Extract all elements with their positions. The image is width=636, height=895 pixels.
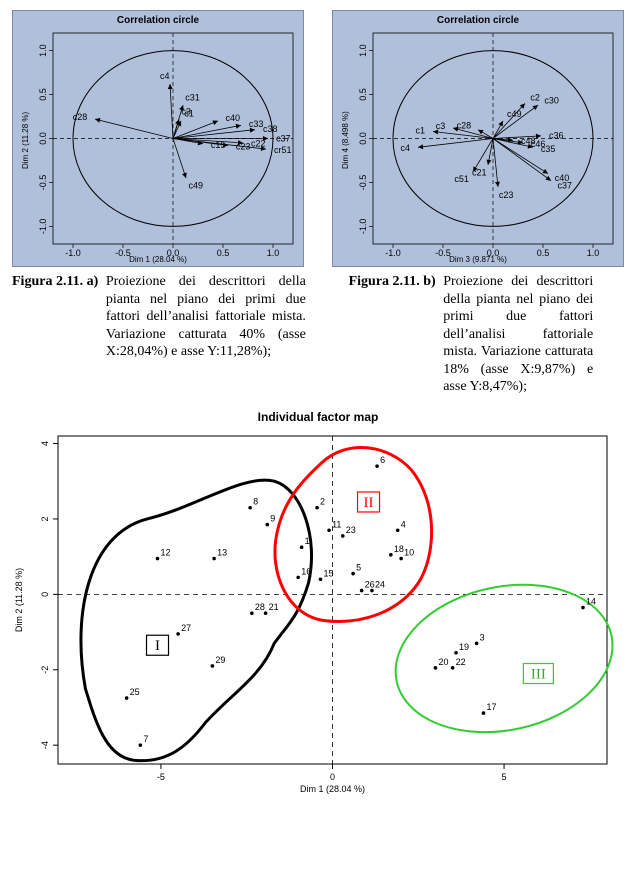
svg-text:-1.0: -1.0 (38, 219, 48, 235)
svg-text:10: 10 (404, 547, 414, 557)
svg-text:0.5: 0.5 (38, 88, 48, 101)
xlabel-a: Dim 1 (28.04 %) (13, 255, 303, 264)
svg-text:c15: c15 (211, 140, 226, 150)
chart-title-b: Correlation circle (333, 15, 623, 26)
svg-text:c36: c36 (549, 130, 564, 140)
svg-text:III: III (531, 666, 546, 682)
svg-text:0: 0 (40, 591, 50, 596)
svg-text:3: 3 (480, 632, 485, 642)
svg-text:21: 21 (269, 602, 279, 612)
caption-a-body: Proiezione dei descrittori della pianta … (106, 273, 306, 361)
svg-text:c23: c23 (499, 190, 514, 200)
caption-b-body: Proiezione dei descrittori della pianta … (443, 273, 593, 396)
svg-text:26: 26 (365, 579, 375, 589)
svg-text:20: 20 (438, 656, 448, 666)
svg-text:-0.5: -0.5 (358, 175, 368, 191)
svg-text:c46: c46 (531, 139, 546, 149)
svg-text:c21: c21 (472, 168, 487, 178)
svg-text:0.0: 0.0 (38, 132, 48, 145)
svg-text:-0.5: -0.5 (38, 175, 48, 191)
svg-text:11: 11 (332, 519, 341, 529)
svg-text:17: 17 (486, 702, 496, 712)
svg-text:I: I (155, 638, 160, 654)
svg-text:7: 7 (143, 734, 148, 744)
svg-text:c51: c51 (454, 174, 469, 184)
svg-text:0: 0 (330, 772, 335, 782)
svg-text:24: 24 (375, 579, 385, 589)
svg-text:c1: c1 (184, 109, 194, 119)
svg-text:-1.0: -1.0 (358, 219, 368, 235)
svg-text:Dim 2 (11.28 %): Dim 2 (11.28 %) (14, 567, 24, 631)
svg-text:25: 25 (130, 687, 140, 697)
svg-text:c33: c33 (249, 119, 264, 129)
caption-a: Figura 2.11. a) Proiezione dei descritto… (12, 273, 349, 396)
svg-text:-5: -5 (157, 772, 165, 782)
svg-text:-4: -4 (40, 741, 50, 749)
svg-text:22: 22 (456, 656, 466, 666)
svg-text:6: 6 (380, 455, 385, 465)
svg-text:0.0: 0.0 (358, 132, 368, 145)
individual-factor-map: -505-4-2024Dim 1 (28.04 %)Dim 2 (11.28 %… (8, 426, 622, 796)
caption-b: Figura 2.11. b) Proiezione dei descritto… (349, 273, 624, 396)
svg-text:1.0: 1.0 (38, 44, 48, 57)
svg-text:c30: c30 (544, 95, 559, 105)
caption-b-prefix: Figura 2.11. b) (349, 274, 440, 289)
svg-text:19: 19 (459, 641, 469, 651)
svg-text:II: II (364, 494, 374, 510)
svg-text:c49: c49 (507, 109, 522, 119)
svg-text:28: 28 (255, 602, 265, 612)
svg-text:c3: c3 (436, 121, 446, 131)
svg-text:-2: -2 (40, 665, 50, 673)
svg-text:c37: c37 (276, 134, 291, 144)
svg-text:14: 14 (586, 596, 596, 606)
svg-text:c1: c1 (416, 126, 426, 136)
svg-text:18: 18 (394, 543, 404, 553)
svg-text:5: 5 (502, 772, 507, 782)
svg-text:c38: c38 (263, 124, 278, 134)
svg-text:2: 2 (320, 496, 325, 506)
svg-text:c22: c22 (251, 138, 266, 148)
svg-text:0.5: 0.5 (358, 88, 368, 101)
svg-text:16: 16 (301, 566, 311, 576)
svg-text:9: 9 (270, 513, 275, 523)
svg-text:c4: c4 (160, 71, 170, 81)
svg-text:12: 12 (161, 547, 171, 557)
svg-text:1: 1 (305, 536, 310, 546)
chart-title-a: Correlation circle (13, 15, 303, 26)
svg-text:c49: c49 (188, 181, 203, 191)
svg-text:15: 15 (323, 568, 333, 578)
correlation-circle-b: Correlation circle Dim 3 (9.871 %) -1.0 -… (332, 10, 624, 267)
svg-text:c28: c28 (73, 112, 88, 122)
xlabel-b: Dim 3 (9.871 %) (333, 255, 623, 264)
scatter-title: Individual factor map (0, 396, 636, 424)
svg-text:4: 4 (401, 519, 406, 529)
svg-text:5: 5 (356, 562, 361, 572)
svg-text:c40: c40 (225, 113, 240, 123)
svg-text:27: 27 (181, 622, 191, 632)
svg-text:cr51: cr51 (274, 145, 292, 155)
svg-text:29: 29 (215, 654, 225, 664)
svg-text:1.0: 1.0 (358, 44, 368, 57)
correlation-circle-a: Correlation circle Dim 1 (28.04 %) -1.0 -… (12, 10, 304, 267)
svg-text:c31: c31 (185, 92, 200, 102)
svg-text:13: 13 (217, 547, 227, 557)
svg-text:8: 8 (253, 496, 258, 506)
svg-text:c37: c37 (557, 180, 572, 190)
svg-text:2: 2 (40, 516, 50, 521)
svg-text:c2: c2 (530, 92, 540, 102)
svg-text:23: 23 (346, 524, 356, 534)
caption-a-prefix: Figura 2.11. a) (12, 274, 102, 289)
svg-text:c28: c28 (457, 121, 472, 131)
svg-text:Dim 1 (28.04 %): Dim 1 (28.04 %) (300, 784, 365, 794)
svg-text:c4: c4 (401, 143, 411, 153)
svg-text:4: 4 (40, 441, 50, 446)
